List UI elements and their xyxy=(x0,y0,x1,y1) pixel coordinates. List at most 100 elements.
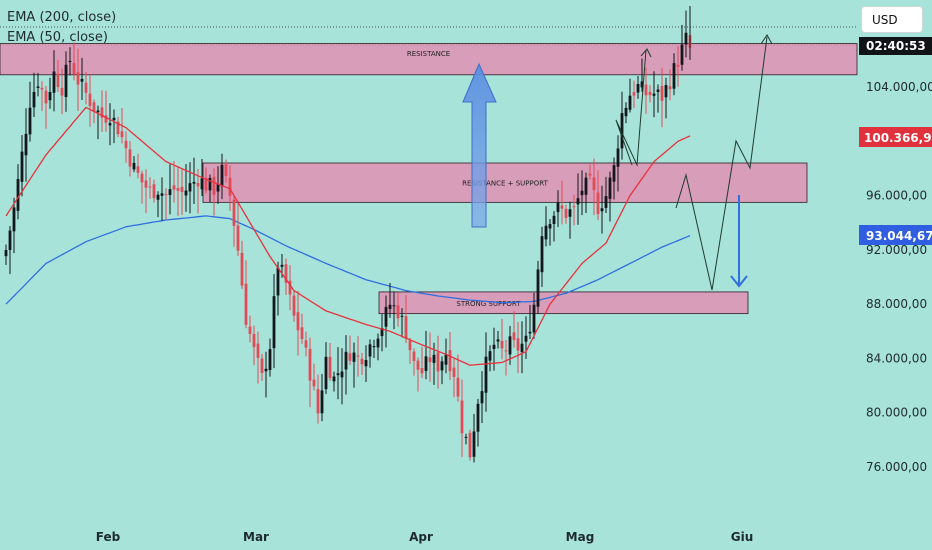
candle-body xyxy=(649,92,652,95)
candle-body xyxy=(189,183,192,191)
candle-body xyxy=(677,65,680,67)
candle-body xyxy=(9,231,12,250)
candle-body xyxy=(545,226,548,240)
candle-body xyxy=(233,200,236,226)
candle-body xyxy=(585,178,588,195)
candle-body xyxy=(429,357,432,362)
candle-body xyxy=(13,207,16,231)
candle-body xyxy=(45,91,48,104)
candle-body xyxy=(41,88,44,90)
candle-body xyxy=(357,355,360,356)
zone-label-3: STRONG SUPPORT xyxy=(456,300,521,308)
candle-body xyxy=(245,284,248,325)
candle-body xyxy=(365,360,368,366)
candle-body xyxy=(513,332,516,340)
candle-body xyxy=(257,344,260,358)
candle-body xyxy=(281,265,284,267)
candle-body xyxy=(669,86,672,89)
y-tick-label: 88.000,00 xyxy=(866,297,927,311)
x-tick-label: Giu xyxy=(731,530,754,544)
legend-ema50[interactable]: EMA (50, close) xyxy=(7,30,108,45)
candle-body xyxy=(85,83,88,93)
x-axis[interactable]: Feb Mar Apr Mag Giu xyxy=(96,530,753,544)
candle-body xyxy=(237,225,240,250)
ema200-path xyxy=(6,216,690,304)
legend-ema200[interactable]: EMA (200, close) xyxy=(7,10,116,25)
zone-1 xyxy=(0,44,857,75)
candle-body xyxy=(633,92,636,95)
candle-body xyxy=(521,344,524,352)
candle-body xyxy=(673,63,676,89)
candle-body xyxy=(61,88,64,96)
candle-body xyxy=(265,369,268,371)
candle-body xyxy=(409,341,412,351)
candle-body xyxy=(321,390,324,413)
candle-body xyxy=(665,85,668,97)
candle-body xyxy=(77,72,80,84)
candle-body xyxy=(609,178,612,199)
candle-body xyxy=(517,338,520,350)
candle-body xyxy=(413,352,416,361)
candle-body xyxy=(113,118,116,120)
candle-body xyxy=(637,84,640,93)
candle-body xyxy=(533,305,536,333)
candle-body xyxy=(581,191,584,195)
candle-body xyxy=(249,327,252,334)
candle-body xyxy=(373,346,376,347)
ema50-path xyxy=(6,107,690,365)
candle-body xyxy=(441,361,444,370)
candle-body xyxy=(593,177,596,190)
candle-body xyxy=(461,401,464,434)
candle-body xyxy=(377,339,380,348)
currency-button[interactable]: USD xyxy=(861,6,923,33)
candle-body xyxy=(185,191,188,196)
candle-body xyxy=(129,149,132,166)
candle-body xyxy=(325,357,328,389)
candle-body xyxy=(569,209,572,216)
candle-body xyxy=(405,316,408,339)
candle-body xyxy=(49,92,52,100)
candle-body xyxy=(25,134,28,155)
candle-body xyxy=(57,74,60,87)
candle-body xyxy=(485,357,488,393)
candle-body xyxy=(437,352,440,371)
ema200-line xyxy=(6,216,690,304)
candle-body xyxy=(389,305,392,309)
candle-body xyxy=(21,152,24,182)
candle-body xyxy=(293,295,296,315)
candle-body xyxy=(465,437,468,438)
candle-body xyxy=(393,305,396,306)
y-tick-label: 84.000,00 xyxy=(866,351,927,365)
candle-body xyxy=(557,203,560,212)
candle-body xyxy=(369,344,372,356)
candle-body xyxy=(537,269,540,306)
candle-body xyxy=(597,192,600,214)
candle-body xyxy=(269,349,272,370)
candle-body xyxy=(425,356,428,371)
candle-body xyxy=(457,378,460,397)
candle-body xyxy=(301,327,304,339)
candle-body xyxy=(37,86,40,87)
candle-body xyxy=(589,174,592,176)
candle-body xyxy=(81,79,84,82)
candle-body xyxy=(141,174,144,183)
candle-body xyxy=(273,296,276,348)
candle-body xyxy=(505,350,508,351)
candle-body xyxy=(197,183,200,186)
candle-body xyxy=(153,184,156,198)
candle-body xyxy=(657,90,660,93)
x-tick-label: Mag xyxy=(566,530,595,544)
candle-body xyxy=(421,368,424,373)
candle-body xyxy=(309,349,312,381)
candle-body xyxy=(313,380,316,387)
candle-body xyxy=(137,166,140,173)
arrow-down-annotation[interactable] xyxy=(731,195,747,286)
candle-body xyxy=(65,65,68,97)
candle-body xyxy=(645,85,648,96)
candle-body xyxy=(353,353,356,362)
candle-body xyxy=(193,182,196,184)
candle-body xyxy=(473,431,476,456)
candle-body xyxy=(201,178,204,189)
candle-body xyxy=(549,224,552,228)
